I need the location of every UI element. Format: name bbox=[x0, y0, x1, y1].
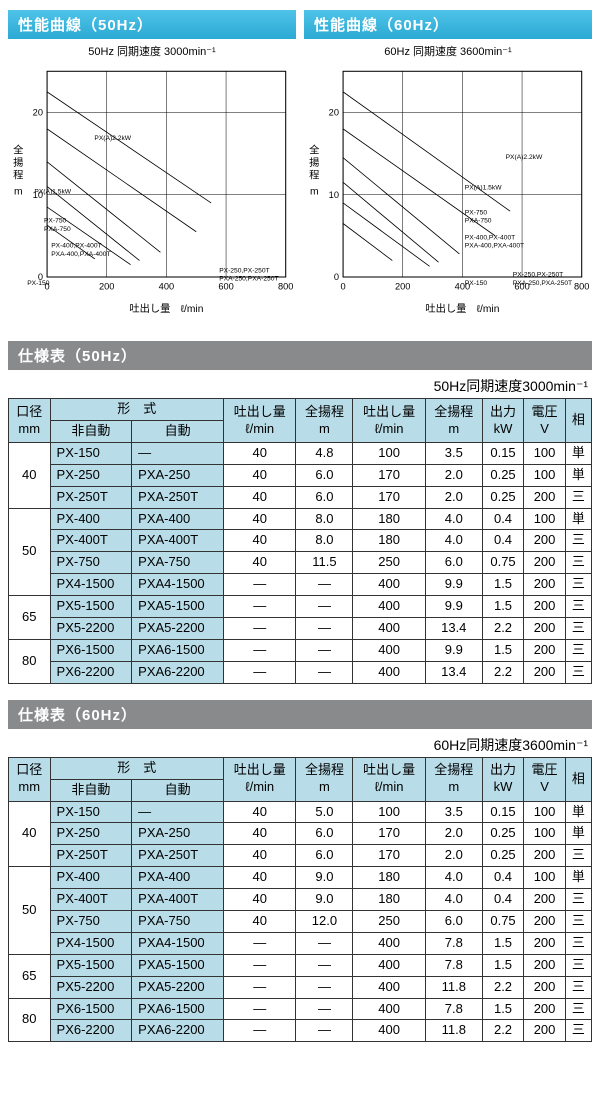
chart60-svg: 020040060080001020全揚程m吐出し量 ℓ/minPX(A)2.2… bbox=[304, 61, 592, 318]
svg-text:PX(A)2.2kW: PX(A)2.2kW bbox=[94, 135, 131, 142]
svg-text:PX(A)2.2kW: PX(A)2.2kW bbox=[506, 154, 543, 161]
svg-text:程: 程 bbox=[309, 169, 319, 181]
spec50-table: 口径mm形 式吐出し量ℓ/min全揚程m吐出し量ℓ/min全揚程m出力kW電圧V… bbox=[8, 398, 592, 684]
svg-text:PX-150: PX-150 bbox=[27, 280, 50, 287]
svg-text:0: 0 bbox=[341, 281, 346, 291]
svg-text:PXA-750: PXA-750 bbox=[465, 218, 492, 225]
svg-text:20: 20 bbox=[33, 108, 43, 118]
svg-text:PXA-400,PXA-400T: PXA-400,PXA-400T bbox=[51, 251, 110, 258]
chart60-title: 性能曲線（60Hz） bbox=[304, 10, 592, 39]
spec60-title: 仕様表（60Hz） bbox=[8, 700, 592, 729]
chart60-caption: 60Hz 同期速度 3600min⁻¹ bbox=[304, 43, 592, 59]
svg-text:PXA-400,PXA-400T: PXA-400,PXA-400T bbox=[465, 243, 524, 250]
svg-text:程: 程 bbox=[13, 169, 23, 181]
chart50-svg: 020040060080001020全揚程m吐出し量 ℓ/minPX(A)2.2… bbox=[8, 61, 296, 318]
svg-text:m: m bbox=[310, 187, 319, 198]
svg-text:PX-400,PX-400T: PX-400,PX-400T bbox=[465, 234, 515, 241]
svg-text:吐出し量 ℓ/min: 吐出し量 ℓ/min bbox=[129, 302, 203, 315]
svg-text:PX(A)1.5kW: PX(A)1.5kW bbox=[34, 189, 71, 196]
svg-text:0: 0 bbox=[334, 272, 339, 282]
chart50-caption: 50Hz 同期速度 3000min⁻¹ bbox=[8, 43, 296, 59]
svg-text:200: 200 bbox=[395, 281, 410, 291]
svg-text:PX-750: PX-750 bbox=[465, 209, 488, 216]
svg-text:10: 10 bbox=[329, 190, 339, 200]
spec50-sub: 50Hz同期速度3000min⁻¹ bbox=[12, 376, 588, 396]
svg-text:PXA-250,PXA-250T: PXA-250,PXA-250T bbox=[513, 280, 572, 287]
svg-text:200: 200 bbox=[99, 281, 114, 291]
svg-text:600: 600 bbox=[218, 281, 233, 291]
svg-text:PXA-250,PXA-250T: PXA-250,PXA-250T bbox=[219, 276, 278, 283]
svg-text:20: 20 bbox=[329, 108, 339, 118]
svg-text:400: 400 bbox=[159, 281, 174, 291]
svg-text:PXA-750: PXA-750 bbox=[44, 226, 71, 233]
spec60-sub: 60Hz同期速度3600min⁻¹ bbox=[12, 735, 588, 755]
spec60-table: 口径mm形 式吐出し量ℓ/min全揚程m吐出し量ℓ/min全揚程m出力kW電圧V… bbox=[8, 757, 592, 1043]
svg-text:800: 800 bbox=[574, 281, 589, 291]
svg-text:PX-250,PX-250T: PX-250,PX-250T bbox=[513, 272, 563, 279]
svg-text:PX-150: PX-150 bbox=[465, 280, 488, 287]
chart-60hz: 性能曲線（60Hz） 60Hz 同期速度 3600min⁻¹ 020040060… bbox=[304, 10, 592, 323]
svg-text:PX-250,PX-250T: PX-250,PX-250T bbox=[219, 268, 269, 275]
svg-text:揚: 揚 bbox=[13, 156, 23, 169]
svg-text:全: 全 bbox=[309, 144, 320, 157]
svg-text:800: 800 bbox=[278, 281, 293, 291]
chart50-title: 性能曲線（50Hz） bbox=[8, 10, 296, 39]
spec50-title: 仕様表（50Hz） bbox=[8, 341, 592, 370]
svg-text:全: 全 bbox=[13, 144, 24, 157]
svg-text:PX(A)1.5kW: PX(A)1.5kW bbox=[465, 185, 502, 192]
svg-text:吐出し量 ℓ/min: 吐出し量 ℓ/min bbox=[425, 302, 499, 315]
svg-text:揚: 揚 bbox=[309, 156, 319, 169]
charts-row: 性能曲線（50Hz） 50Hz 同期速度 3000min⁻¹ 020040060… bbox=[8, 10, 592, 323]
svg-text:PX-750: PX-750 bbox=[44, 218, 67, 225]
chart-50hz: 性能曲線（50Hz） 50Hz 同期速度 3000min⁻¹ 020040060… bbox=[8, 10, 296, 323]
svg-text:m: m bbox=[14, 187, 23, 198]
